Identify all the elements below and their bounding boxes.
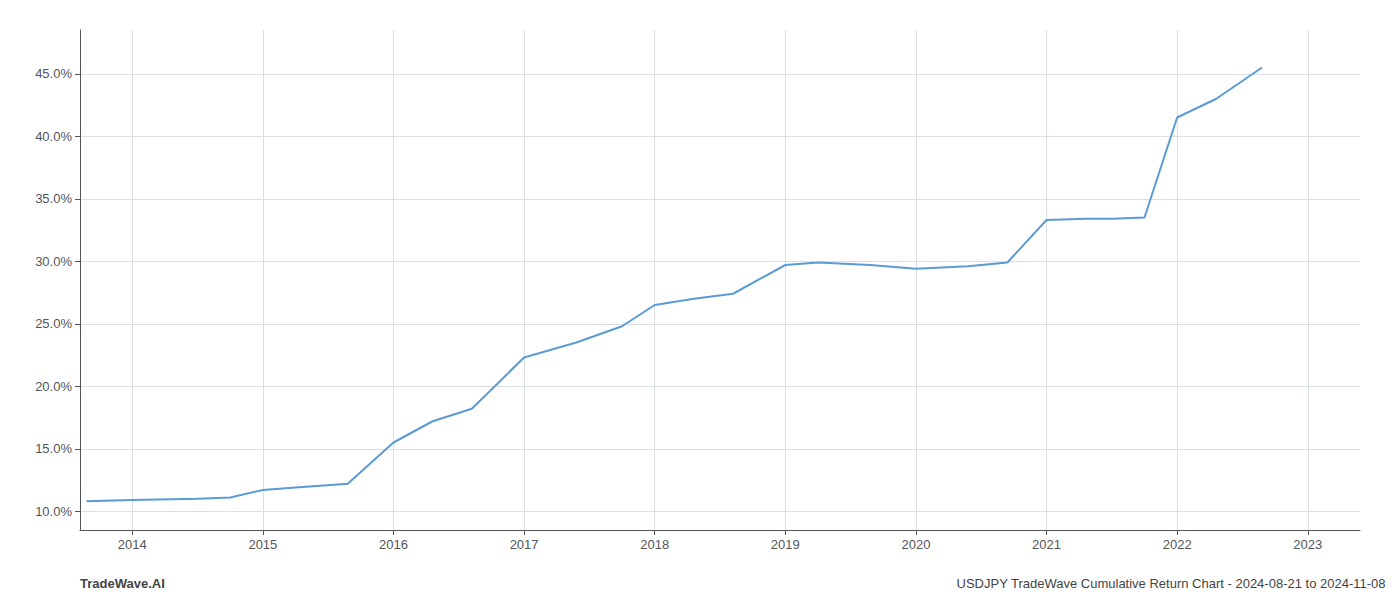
svg-text:15.0%: 15.0% [35, 441, 72, 456]
svg-text:20.0%: 20.0% [35, 379, 72, 394]
svg-text:2015: 2015 [248, 537, 277, 552]
svg-text:45.0%: 45.0% [35, 66, 72, 81]
svg-text:USDJPY TradeWave Cumulative Re: USDJPY TradeWave Cumulative Return Chart… [957, 576, 1386, 591]
svg-text:2022: 2022 [1163, 537, 1192, 552]
svg-text:25.0%: 25.0% [35, 316, 72, 331]
svg-text:2014: 2014 [118, 537, 147, 552]
svg-text:2021: 2021 [1032, 537, 1061, 552]
svg-text:40.0%: 40.0% [35, 129, 72, 144]
svg-text:10.0%: 10.0% [35, 504, 72, 519]
svg-text:2016: 2016 [379, 537, 408, 552]
svg-text:30.0%: 30.0% [35, 254, 72, 269]
svg-text:2023: 2023 [1293, 537, 1322, 552]
svg-text:TradeWave.AI: TradeWave.AI [80, 576, 165, 591]
svg-text:2020: 2020 [901, 537, 930, 552]
svg-text:35.0%: 35.0% [35, 191, 72, 206]
svg-text:2017: 2017 [510, 537, 539, 552]
svg-text:2018: 2018 [640, 537, 669, 552]
svg-text:2019: 2019 [771, 537, 800, 552]
